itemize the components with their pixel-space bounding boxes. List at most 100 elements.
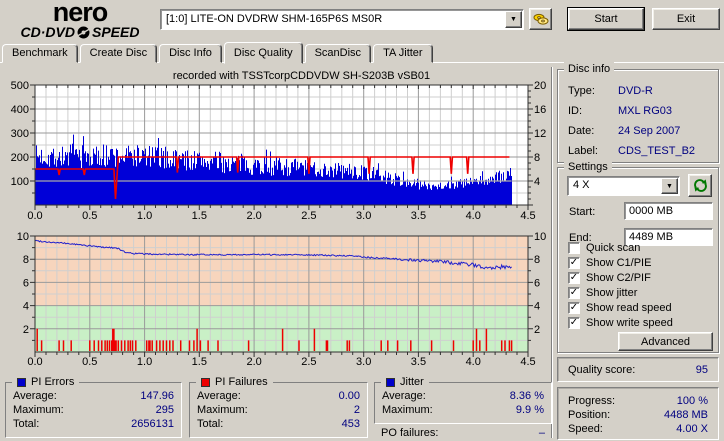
refresh-button[interactable]	[688, 174, 712, 197]
progress-rows: Progress: 100 % Position: 4488 MB Speed: 4.00…	[558, 388, 718, 436]
progress-row: Progress: 100 %	[568, 394, 708, 408]
drive-select[interactable]: [1:0] LITE-ON DVDRW SHM-165P6S MS0R ▼	[160, 9, 524, 30]
stat-title: Jitter	[400, 376, 424, 388]
stat-title: PI Errors	[31, 376, 75, 388]
stat-value: 2656131	[131, 418, 174, 430]
progress-box: Progress: 100 % Position: 4488 MB Speed: 4.00…	[557, 387, 719, 440]
checkbox-show-c2-pif[interactable]: ✓	[568, 271, 580, 284]
stat-label: Total:	[13, 418, 40, 430]
checkbox-row: ✓ Show jitter	[561, 285, 716, 300]
checkbox-show-jitter[interactable]: ✓	[568, 286, 580, 299]
eject-disc-button[interactable]	[529, 8, 552, 30]
disc-info-title: Disc info	[564, 62, 615, 76]
stat-rows: Average: 0.00 Maximum: 2 Total: 453	[190, 389, 367, 431]
vertical-divider	[551, 67, 553, 438]
disc-info-label: Date:	[568, 125, 595, 137]
scan-speed-select[interactable]: 4 X ▼	[567, 176, 680, 196]
stat-label: Average:	[13, 390, 57, 402]
disc-info-label: ID:	[568, 105, 583, 117]
disc-info-value: MXL RG03	[618, 105, 673, 117]
checkbox-show-write-speed[interactable]: ✓	[568, 316, 580, 329]
stat-value: 295	[155, 404, 174, 416]
start-position-label: Start:	[569, 206, 596, 218]
stat-row: Maximum: 2	[190, 403, 367, 417]
advanced-button[interactable]: Advanced	[618, 332, 713, 351]
pi-failures-box: PI Failures Average: 0.00 Maximum: 2 Total: 45…	[189, 375, 368, 438]
header: nero CD·DVD SPEED [1:0] LITE-ON DVDRW SH…	[0, 0, 724, 40]
po-failures-row: PO failures: –	[381, 427, 545, 439]
disc-info-group: Disc info Type: DVD-R ID: MXL RG03 Date: 24 S…	[557, 62, 719, 163]
po-failures-label: PO failures:	[381, 427, 439, 439]
tab-benchmark[interactable]: Benchmark	[2, 44, 78, 63]
disc-info-row: Type: DVD-R	[558, 82, 718, 102]
series-color-swatch	[17, 377, 26, 387]
jitter-box: Jitter Average: 8.36 % Maximum: 9.9 %	[374, 375, 552, 424]
disc-info-label: Label:	[568, 145, 598, 157]
stat-row: Total: 2656131	[6, 417, 181, 431]
checkbox-label: Show C1/PIE	[586, 256, 652, 269]
settings-group: Settings 4 X ▼ Start: 0000 MB End: 4489 …	[557, 160, 719, 353]
start-button[interactable]: Start	[567, 7, 645, 31]
disc-info-value: DVD-R	[618, 85, 653, 97]
settings-checkboxes: Quick scan ✓ Show C1/PIE ✓ Show C2/PIF ✓ Show …	[561, 240, 716, 330]
exit-button[interactable]: Exit	[652, 8, 720, 30]
disc-info-rows: Type: DVD-R ID: MXL RG03 Date: 24 Sep 2007 Lab…	[558, 82, 718, 162]
checkbox-label: Show jitter	[586, 286, 638, 299]
start-position-field[interactable]: 0000 MB	[624, 202, 713, 220]
quality-score-label: Quality score:	[568, 363, 636, 376]
disc-icon	[77, 26, 90, 38]
disc-info-value: 24 Sep 2007	[618, 125, 681, 137]
checkbox-label: Show C2/PIF	[586, 271, 651, 284]
disc-info-row: Date: 24 Sep 2007	[558, 122, 718, 142]
stat-row: Average: 8.36 %	[375, 389, 551, 403]
progress-row: Speed: 4.00 X	[568, 422, 708, 436]
end-position-field[interactable]: 4489 MB	[624, 228, 713, 246]
tab-disc-info[interactable]: Disc Info	[159, 44, 222, 63]
pi-errors-box: PI Errors Average: 147.96 Maximum: 295 Total:…	[5, 375, 182, 438]
logo-text-nero: nero	[52, 0, 109, 27]
stat-title: PI Failures	[215, 376, 268, 388]
tab-scandisc[interactable]: ScanDisc	[304, 44, 372, 63]
stat-legend: Jitter	[381, 375, 429, 389]
stat-value: 8.36 %	[509, 390, 544, 402]
checkbox-row: ✓ Show C1/PIE	[561, 255, 716, 270]
stat-label: Maximum:	[382, 404, 433, 416]
checkbox-show-c1-pie[interactable]: ✓	[568, 256, 580, 269]
checkbox-show-read-speed[interactable]: ✓	[568, 301, 580, 314]
stat-row: Maximum: 9.9 %	[375, 403, 551, 417]
stat-label: Total:	[197, 418, 224, 430]
settings-title: Settings	[564, 160, 612, 174]
progress-value: 4.00 X	[676, 423, 708, 435]
checkbox-row: ✓ Show C2/PIF	[561, 270, 716, 285]
disc-info-row: Label: CDS_TEST_B2	[558, 142, 718, 162]
disc-info-label: Type:	[568, 85, 595, 97]
checkbox-label: Quick scan	[586, 241, 641, 254]
stat-row: Average: 147.96	[6, 389, 181, 403]
end-position-label: End:	[569, 232, 592, 244]
logo-cddvd: CD·DVD	[20, 24, 75, 40]
progress-label: Progress:	[568, 395, 616, 407]
stat-value: 453	[341, 418, 360, 430]
logo-text-cddvdspeed: CD·DVD SPEED	[4, 24, 156, 40]
dropdown-arrow-icon[interactable]: ▼	[661, 178, 678, 194]
stat-legend: PI Errors	[12, 375, 80, 389]
dropdown-arrow-icon[interactable]: ▼	[505, 11, 522, 28]
tab-create-disc[interactable]: Create Disc	[79, 44, 158, 63]
drive-selected-text: [1:0] LITE-ON DVDRW SHM-165P6S MS0R	[166, 13, 383, 25]
tab-disc-quality[interactable]: Disc Quality	[223, 42, 303, 64]
stat-value: 9.9 %	[515, 404, 544, 416]
stat-row: Total: 453	[190, 417, 367, 431]
scan-speed-value: 4 X	[573, 179, 590, 191]
tab-ta-jitter[interactable]: TA Jitter	[373, 44, 433, 63]
refresh-icon	[693, 179, 707, 192]
nero-logo: nero CD·DVD SPEED	[4, 0, 156, 40]
logo-speed: SPEED	[91, 24, 140, 40]
tab-bar: Benchmark Create Disc Disc Info Disc Qualit…	[2, 41, 435, 64]
progress-value: 100 %	[676, 395, 708, 407]
series-color-swatch	[386, 377, 395, 387]
quality-score-value: 95	[695, 363, 708, 376]
po-failures-value: –	[538, 427, 545, 439]
disc-info-row: ID: MXL RG03	[558, 102, 718, 122]
stat-row: Maximum: 295	[6, 403, 181, 417]
checkbox-quick-scan[interactable]	[568, 241, 580, 254]
